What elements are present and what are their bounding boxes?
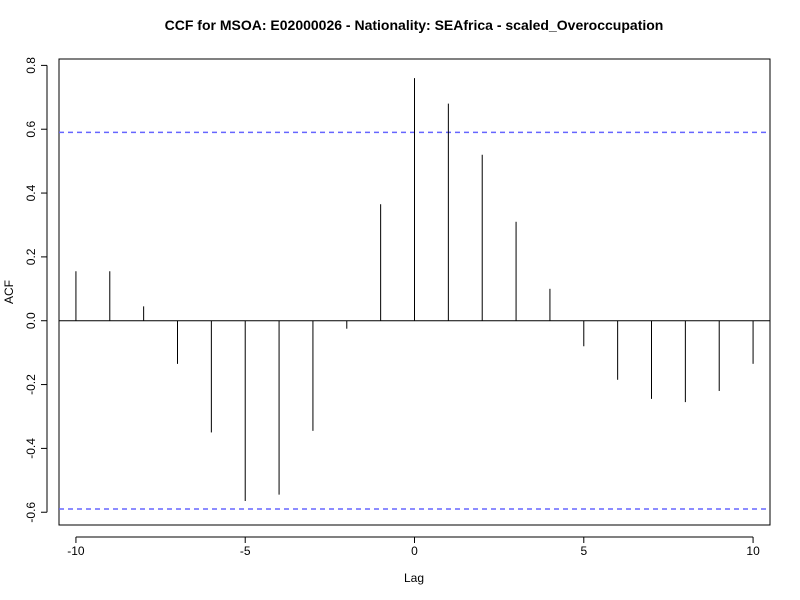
y-tick-label: 0.4 <box>24 184 38 201</box>
y-tick-label: 0.0 <box>24 312 38 329</box>
x-tick-label: 10 <box>746 544 760 558</box>
chart-title: CCF for MSOA: E02000026 - Nationality: S… <box>165 17 664 33</box>
plot-frame <box>58 58 771 526</box>
y-tick-label: -0.4 <box>24 438 38 459</box>
bars-group <box>75 78 754 502</box>
y-tick-label: 0.2 <box>24 248 38 265</box>
x-axis-label: Lag <box>404 571 424 585</box>
x-tick-label: -10 <box>67 544 85 558</box>
y-axis-label: ACF <box>2 280 16 304</box>
x-tick-label: -5 <box>240 544 251 558</box>
y-tick-label: 0.8 <box>24 57 38 74</box>
y-tick-label: 0.6 <box>24 121 38 138</box>
x-tick-label: 0 <box>411 544 418 558</box>
x-axis: -10 -5 0 5 10 <box>67 536 760 558</box>
y-axis: -0.6 -0.4 -0.2 0.0 0.2 0.4 0.6 0.8 <box>24 57 48 523</box>
y-tick-label: -0.6 <box>24 502 38 523</box>
y-tick-label: -0.2 <box>24 374 38 395</box>
x-tick-label: 5 <box>580 544 587 558</box>
